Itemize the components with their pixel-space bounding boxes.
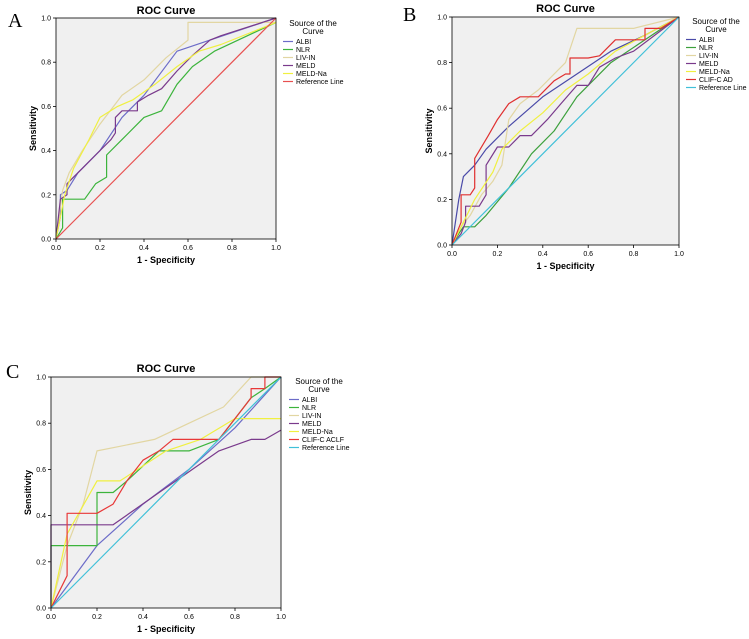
y-tick-label-c: 1.0 — [36, 375, 46, 382]
legend-label-nlr-c: NLR — [302, 405, 316, 412]
x-tick-label-a: 0.8 — [227, 245, 237, 252]
x-tick-label-a: 0.2 — [95, 245, 105, 252]
y-tick-label-a: 0.0 — [41, 237, 51, 244]
legend-label-albi-b: ALBI — [699, 37, 714, 44]
legend-label-meld-a: MELD — [296, 63, 315, 70]
x-tick-label-a: 0.4 — [139, 245, 149, 252]
y-tick-label-c: 0.0 — [36, 606, 46, 613]
panel-letter-b: B — [403, 4, 416, 26]
series-line-clif-c-ad-b — [451, 16, 680, 246]
legend-label-meld-na-c: MELD-Na — [302, 429, 333, 436]
legend-title-c: Source of the — [295, 377, 343, 386]
y-tick-label-c: 0.6 — [36, 467, 46, 474]
legend-label-nlr-b: NLR — [699, 45, 713, 52]
series-line-liv-in-b — [451, 16, 680, 246]
series-line-nlr-a — [55, 21, 277, 240]
plot-frame-a — [55, 17, 277, 240]
y-tick-label-a: 0.2 — [41, 192, 51, 199]
legend-title-a: Curve — [302, 27, 324, 36]
legend-label-clif-c-ad-b: CLIF-C AD — [699, 77, 733, 84]
chart-title-c: ROC Curve — [137, 363, 196, 375]
series-line-meld-na-b — [451, 16, 680, 246]
panel-letter-c: C — [6, 361, 19, 383]
y-tick-label-b: 0.6 — [437, 106, 447, 113]
series-line-reference-line-b — [451, 16, 680, 246]
legend-label-reference-line-b: Reference Line — [699, 85, 747, 92]
y-tick-label-a: 1.0 — [41, 16, 51, 23]
plot-frame-c — [50, 376, 282, 609]
series-line-meld-na-c — [50, 418, 281, 609]
y-tick-label-c: 0.4 — [36, 513, 46, 520]
y-tick-label-c: 0.2 — [36, 559, 46, 566]
x-tick-label-c: 1.0 — [276, 614, 286, 621]
legend-label-nlr-a: NLR — [296, 47, 310, 54]
legend-title-b: Curve — [705, 25, 727, 34]
x-tick-label-b: 1.0 — [674, 251, 684, 258]
x-axis-title-b: 1 - Specificity — [536, 261, 594, 271]
x-tick-label-b: 0.2 — [493, 251, 503, 258]
y-axis-title-a: Sensitivity — [28, 106, 38, 151]
legend-label-meld-na-b: MELD-Na — [699, 69, 730, 76]
y-axis-title-b: Sensitivity — [424, 108, 434, 153]
legend-label-liv-in-c: LIV-IN — [302, 413, 321, 420]
series-line-meld-b — [451, 16, 680, 246]
x-tick-label-c: 0.4 — [138, 614, 148, 621]
series-line-reference-line-c — [50, 376, 282, 609]
x-axis-title-c: 1 - Specificity — [137, 624, 195, 634]
panel-letter-a: A — [8, 10, 23, 32]
y-tick-label-c: 0.8 — [36, 421, 46, 428]
y-tick-label-b: 1.0 — [437, 15, 447, 22]
y-tick-label-a: 0.6 — [41, 104, 51, 111]
x-tick-label-b: 0.4 — [538, 251, 548, 258]
series-line-meld-na-a — [55, 21, 277, 240]
legend-label-meld-na-a: MELD-Na — [296, 71, 327, 78]
x-tick-label-b: 0.6 — [583, 251, 593, 258]
y-tick-label-a: 0.4 — [41, 148, 51, 155]
legend-label-albi-a: ALBI — [296, 39, 311, 46]
y-tick-label-b: 0.4 — [437, 151, 447, 158]
series-line-reference-line-a — [55, 17, 277, 240]
y-tick-label-a: 0.8 — [41, 60, 51, 67]
x-tick-label-a: 1.0 — [271, 245, 281, 252]
x-tick-label-a: 0.0 — [51, 245, 61, 252]
x-tick-label-c: 0.0 — [46, 614, 56, 621]
panel-c: C ROC Curve 0.0 0.2 0.4 0.6 0.8 1.0 0.0 0.2 0.4 0.… — [6, 361, 350, 634]
legend-label-meld-b: MELD — [699, 61, 718, 68]
plot-frame-b — [451, 16, 680, 246]
series-line-albi-c — [50, 376, 282, 609]
legend-title-c: Curve — [308, 385, 330, 394]
y-tick-label-b: 0.2 — [437, 197, 447, 204]
y-tick-label-b: 0.8 — [437, 60, 447, 67]
legend-label-reference-line-c: Reference Line — [302, 445, 350, 452]
panel-a: A ROC Curve 0.0 0.2 0.4 0.6 0.8 1.0 0.0 0.2 0.4 0.… — [8, 5, 344, 265]
series-line-clif-c-aclf-c — [50, 376, 281, 609]
legend-label-meld-c: MELD — [302, 421, 321, 428]
panel-b: B ROC Curve 0.0 0.2 0.4 0.6 0.8 1.0 0.0 0.2 0.4 0.… — [403, 3, 747, 271]
series-line-nlr-b — [451, 16, 680, 246]
legend-label-albi-c: ALBI — [302, 397, 317, 404]
legend-label-reference-line-a: Reference Line — [296, 79, 344, 86]
x-tick-label-b: 0.8 — [629, 251, 639, 258]
chart-title-b: ROC Curve — [536, 3, 595, 15]
legend-label-liv-in-b: LIV-IN — [699, 53, 718, 60]
chart-title-a: ROC Curve — [137, 5, 196, 17]
legend-title-b: Source of the — [692, 17, 740, 26]
series-line-albi-b — [451, 16, 680, 246]
x-axis-title-a: 1 - Specificity — [137, 255, 195, 265]
legend-label-liv-in-a: LIV-IN — [296, 55, 315, 62]
x-tick-label-a: 0.6 — [183, 245, 193, 252]
series-line-liv-in-a — [55, 21, 276, 240]
x-tick-label-c: 0.6 — [184, 614, 194, 621]
legend-title-a: Source of the — [289, 19, 337, 28]
y-tick-label-b: 0.0 — [437, 243, 447, 250]
x-tick-label-b: 0.0 — [447, 251, 457, 258]
legend-label-clif-c-aclf-c: CLIF-C ACLF — [302, 437, 344, 444]
x-tick-label-c: 0.2 — [92, 614, 102, 621]
y-axis-title-c: Sensitivity — [23, 470, 33, 515]
x-tick-label-c: 0.8 — [230, 614, 240, 621]
